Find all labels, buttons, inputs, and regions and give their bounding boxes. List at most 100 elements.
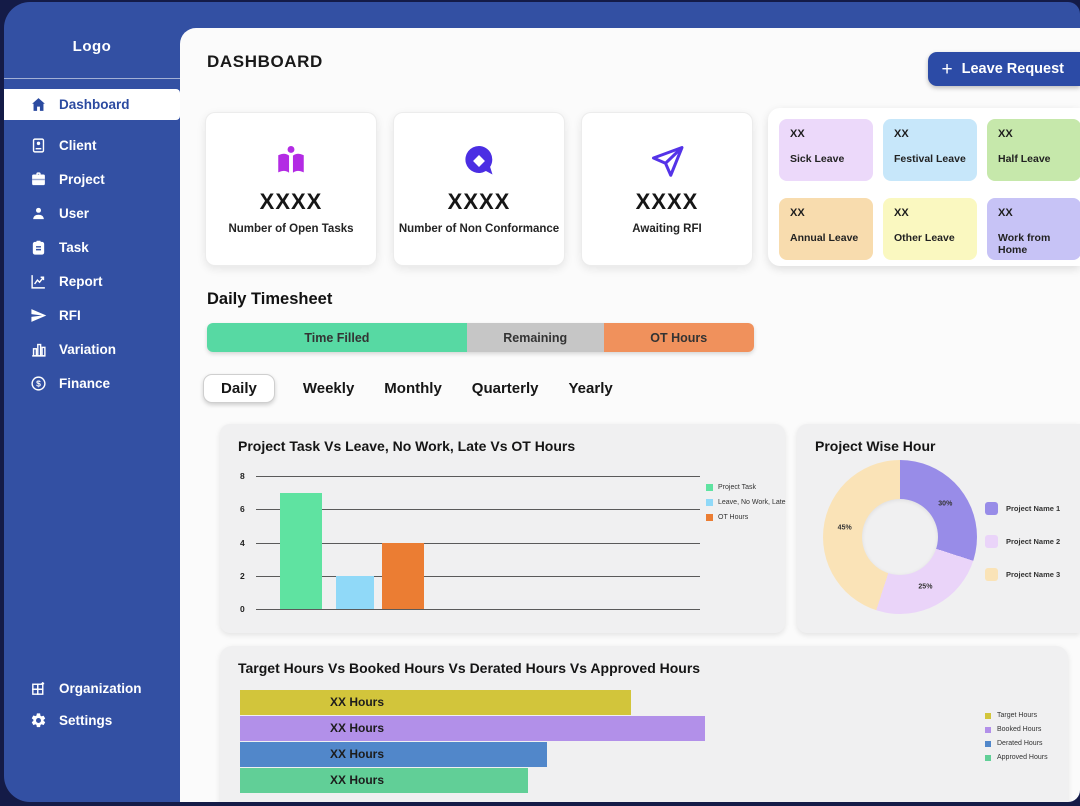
stat-card-open-tasks: XXXX Number of Open Tasks: [205, 112, 377, 266]
donut-value-label: 45%: [837, 524, 852, 532]
leave-count: XX: [894, 207, 909, 219]
legend-swatch: [985, 754, 991, 761]
legend-swatch: [985, 712, 991, 719]
hbar-value-label: XX Hours: [330, 773, 385, 787]
leave-label: Half Leave: [998, 153, 1051, 165]
hbar-approved-hours: XX Hours: [240, 768, 528, 793]
bar-chart-card: Project Task Vs Leave, No Work, Late Vs …: [220, 424, 786, 633]
leave-request-button[interactable]: + Leave Request: [927, 52, 1080, 86]
legend-swatch: [985, 740, 991, 747]
stat-card-non-conformance: XXXX Number of Non Conformance: [393, 112, 565, 266]
sidebar-item-client[interactable]: Client: [4, 129, 180, 161]
legend-swatch: [985, 502, 998, 515]
period-tabs: Daily Weekly Monthly Quarterly Yearly: [203, 374, 615, 403]
tab-monthly[interactable]: Monthly: [384, 380, 442, 397]
sidebar: Logo Dashboard Client Project User: [4, 2, 180, 802]
legend-swatch: [985, 726, 991, 733]
legend-label: Project Name 3: [1006, 570, 1061, 579]
leave-card-annual[interactable]: XX Annual Leave: [779, 198, 873, 260]
stat-card-awaiting-rfi: XXXX Awaiting RFI: [581, 112, 753, 266]
legend-swatch: [985, 568, 998, 581]
clipboard-icon: [30, 239, 47, 256]
sidebar-item-label: User: [59, 205, 90, 221]
bar-ot-hours: [382, 542, 424, 609]
chat-bubble-icon: [461, 143, 497, 179]
sidebar-item-rfi[interactable]: RFI: [4, 299, 180, 331]
tab-weekly[interactable]: Weekly: [302, 380, 355, 397]
tab-yearly[interactable]: Yearly: [568, 380, 613, 397]
legend-label: Booked Hours: [997, 726, 1042, 733]
gridline: 4: [240, 538, 700, 548]
leave-card-sick[interactable]: XX Sick Leave: [779, 119, 873, 181]
sidebar-item-project[interactable]: Project: [4, 163, 180, 195]
sidebar-item-dashboard[interactable]: Dashboard: [4, 89, 180, 120]
hbar-derated-hours: XX Hours: [240, 742, 547, 767]
legend-label: OT Hours: [718, 514, 749, 521]
hbar-booked-hours: XX Hours: [240, 716, 705, 741]
segment-time-filled: Time Filled: [207, 323, 467, 352]
y-axis-tick: 0: [240, 604, 245, 614]
sidebar-item-label: Report: [59, 273, 103, 289]
reader-icon: [273, 143, 309, 179]
sidebar-item-label: Dashboard: [59, 97, 130, 112]
y-axis-tick: 4: [240, 537, 245, 548]
sidebar-item-label: Settings: [59, 712, 113, 728]
leave-label: Festival Leave: [894, 153, 966, 165]
hours-chart-title: Target Hours Vs Booked Hours Vs Derated …: [238, 660, 701, 676]
main-content: DASHBOARD + Leave Request XXXX Number of…: [180, 28, 1080, 802]
legend-swatch: [706, 514, 713, 521]
sidebar-item-settings[interactable]: Settings: [4, 704, 180, 736]
stat-value: XXXX: [447, 189, 511, 214]
bar-chart-legend: Project Task Leave, No Work, Late OT Hou…: [706, 484, 786, 529]
leave-summary-panel: XX Sick Leave XX Festival Leave XX Half …: [768, 108, 1080, 266]
gridline: 6: [240, 504, 700, 514]
y-axis-tick: 2: [240, 570, 245, 581]
donut-chart-legend: Project Name 1 Project Name 2 Project Na…: [985, 502, 1060, 601]
sidebar-item-user[interactable]: User: [4, 197, 180, 229]
leave-count: XX: [894, 128, 909, 140]
leave-card-festival[interactable]: XX Festival Leave: [883, 119, 977, 181]
app-window: Logo Dashboard Client Project User: [4, 2, 1080, 802]
tab-daily[interactable]: Daily: [203, 374, 275, 403]
leave-label: Annual Leave: [790, 232, 859, 244]
leave-label: Work from Home: [998, 232, 1051, 256]
tab-quarterly[interactable]: Quarterly: [471, 380, 539, 397]
legend-swatch: [706, 499, 713, 506]
leave-request-label: Leave Request: [961, 61, 1064, 77]
gridline: 0: [240, 604, 700, 614]
hours-chart-plot: XX Hours XX Hours XX Hours XX Hours: [240, 690, 800, 794]
hours-chart-legend: Target Hours Booked Hours Derated Hours …: [985, 712, 1048, 768]
sidebar-item-task[interactable]: Task: [4, 231, 180, 263]
leave-card-wfh[interactable]: XX Work from Home: [987, 198, 1080, 260]
briefcase-icon: [30, 171, 47, 188]
leave-card-other[interactable]: XX Other Leave: [883, 198, 977, 260]
stat-label: Number of Open Tasks: [228, 223, 354, 235]
hbar-value-label: XX Hours: [330, 747, 385, 761]
leave-count: XX: [998, 128, 1013, 140]
bar-chart-plot: 0 2 4 6 8: [240, 471, 700, 614]
segment-ot-hours: OT Hours: [603, 323, 754, 352]
grid-icon: [30, 680, 47, 697]
segment-remaining: Remaining: [466, 323, 604, 352]
sidebar-item-organization[interactable]: Organization: [4, 672, 180, 704]
hours-chart-card: Target Hours Vs Booked Hours Vs Derated …: [220, 646, 1068, 802]
timesheet-progress-bar: Time Filled Remaining OT Hours: [207, 323, 754, 352]
donut-chart-card: Project Wise Hour 30% 25% 45% Project Name…: [797, 424, 1080, 633]
user-icon: [30, 205, 47, 222]
legend-label: Leave, No Work, Late: [718, 499, 786, 506]
stat-label: Awaiting RFI: [632, 223, 702, 235]
bar-project-task: [280, 492, 322, 609]
sidebar-item-label: Project: [59, 171, 105, 187]
hbar-value-label: XX Hours: [330, 721, 385, 735]
legend-label: Approved Hours: [997, 754, 1048, 761]
donut-value-label: 25%: [918, 583, 933, 591]
sidebar-item-variation[interactable]: Variation: [4, 333, 180, 365]
sidebar-item-report[interactable]: Report: [4, 265, 180, 297]
leave-card-half[interactable]: XX Half Leave: [987, 119, 1080, 181]
sidebar-item-finance[interactable]: $ Finance: [4, 367, 180, 399]
legend-label: Project Name 2: [1006, 537, 1061, 546]
legend-label: Project Task: [718, 484, 756, 491]
leave-label: Sick Leave: [790, 153, 845, 165]
leave-label: Other Leave: [894, 232, 955, 244]
bar-leave-no-work-late: [336, 575, 374, 609]
